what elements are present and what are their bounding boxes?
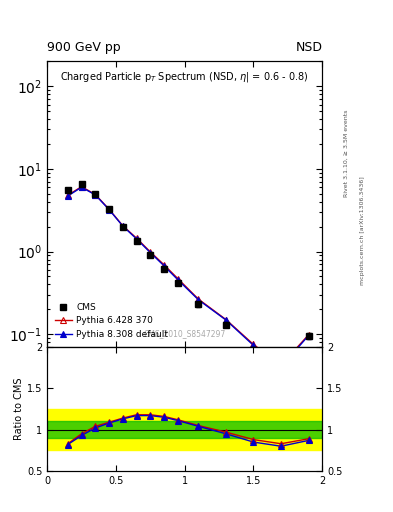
Text: Rivet 3.1.10, ≥ 3.5M events: Rivet 3.1.10, ≥ 3.5M events <box>344 110 349 197</box>
Bar <box>47 421 322 438</box>
Text: Charged Particle p$_T$ Spectrum (NSD, $\eta$| = 0.6 - 0.8): Charged Particle p$_T$ Spectrum (NSD, $\… <box>61 70 309 84</box>
Text: CMS_2010_S8547297: CMS_2010_S8547297 <box>143 329 226 338</box>
Text: mcplots.cern.ch [arXiv:1306.3436]: mcplots.cern.ch [arXiv:1306.3436] <box>360 176 365 285</box>
Text: 900 GeV pp: 900 GeV pp <box>47 41 121 54</box>
Y-axis label: Ratio to CMS: Ratio to CMS <box>14 378 24 440</box>
Legend: CMS, Pythia 6.428 370, Pythia 8.308 default: CMS, Pythia 6.428 370, Pythia 8.308 defa… <box>51 299 172 343</box>
Text: NSD: NSD <box>295 41 322 54</box>
Bar <box>47 409 322 451</box>
